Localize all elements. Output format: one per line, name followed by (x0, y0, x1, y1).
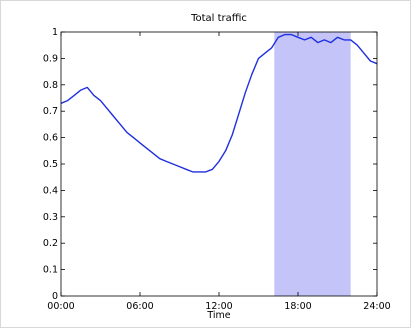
x-tick-label: 12:00 (205, 301, 232, 312)
y-tick-label: 0.3 (43, 212, 58, 223)
x-tick-label: 18:00 (284, 301, 311, 312)
data-point (277, 36, 279, 38)
data-point (80, 89, 82, 91)
data-point (172, 163, 174, 165)
data-point (310, 36, 312, 38)
series-line-0 (60, 33, 378, 173)
data-point (337, 36, 339, 38)
data-point (324, 39, 326, 41)
data-point (133, 137, 135, 139)
y-tick-label: 0.9 (43, 53, 58, 64)
x-tick-label: 24:00 (363, 301, 390, 312)
y-tick-label: 0.2 (43, 238, 58, 249)
data-point (271, 47, 273, 49)
data-point (284, 34, 286, 36)
data-point (225, 150, 227, 152)
highlight-region (274, 32, 351, 296)
data-point (126, 132, 128, 134)
data-point (113, 116, 115, 118)
y-tick-label: 0.8 (43, 80, 58, 91)
data-point (93, 95, 95, 97)
chart-title: Total traffic (190, 13, 247, 24)
data-point (87, 87, 89, 89)
data-point (317, 42, 319, 44)
data-point (297, 36, 299, 38)
data-point (139, 142, 141, 144)
data-point (245, 92, 247, 94)
data-point (198, 171, 200, 173)
data-point (370, 60, 372, 62)
data-point (212, 168, 214, 170)
data-point (159, 158, 161, 160)
y-tick-label: 0.4 (43, 185, 58, 196)
data-point (185, 168, 187, 170)
y-tick-label: 0.1 (43, 265, 58, 276)
y-tick-label: 0.7 (43, 106, 58, 117)
y-tick-label: 0.6 (43, 133, 58, 144)
data-point (264, 52, 266, 54)
data-point (343, 39, 345, 41)
data-point (205, 171, 207, 173)
y-tick-label: 1 (52, 27, 58, 38)
data-point (100, 100, 102, 102)
data-point (251, 73, 253, 75)
data-point (67, 100, 69, 102)
data-point (179, 166, 181, 168)
y-tick-label: 0 (52, 291, 58, 302)
data-point (356, 44, 358, 46)
data-point (231, 134, 233, 136)
data-point (106, 108, 108, 110)
data-point (192, 171, 194, 173)
y-tick-label: 0.5 (43, 159, 58, 170)
data-point (152, 153, 154, 155)
data-point (258, 58, 260, 60)
data-point (363, 52, 365, 54)
data-point (166, 161, 168, 163)
data-point (73, 95, 75, 97)
x-tick-label: 00:00 (47, 301, 74, 312)
data-point (330, 42, 332, 44)
data-point (291, 34, 293, 36)
data-point (238, 113, 240, 115)
data-point (119, 124, 121, 126)
data-point (146, 147, 148, 149)
data-point (218, 161, 220, 163)
x-tick-label: 06:00 (126, 301, 153, 312)
x-axis-label: Time (206, 310, 230, 321)
data-point (350, 39, 352, 41)
data-point (304, 39, 306, 41)
